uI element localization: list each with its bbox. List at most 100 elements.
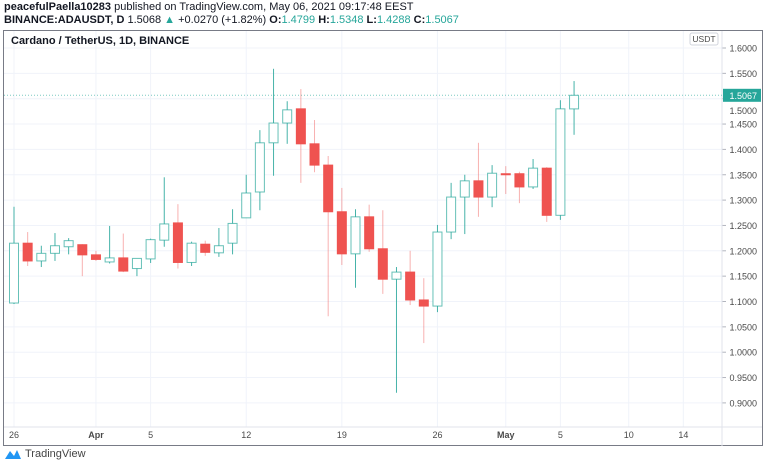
candle: [36, 245, 47, 268]
candle-body-down: [405, 271, 416, 301]
candle: [541, 167, 552, 222]
candle-body-up: [350, 216, 361, 255]
price-axis-label: 0.9500: [729, 373, 757, 383]
candle-body-up: [131, 257, 142, 270]
price-axis-label: 1.4000: [729, 145, 757, 155]
price-axis-label: 1.1500: [729, 272, 757, 282]
candle: [145, 238, 156, 263]
candle-body-up: [104, 257, 115, 263]
price-axis-label: 1.5000: [729, 106, 757, 116]
candle: [268, 68, 279, 176]
candle-body-up: [487, 172, 498, 198]
candle-body-down: [309, 143, 320, 166]
last-price-label: 1.5067: [729, 91, 757, 101]
candle: [49, 233, 60, 261]
candle: [9, 206, 19, 305]
candle-body-down: [473, 180, 484, 198]
price-axis-label: 1.5500: [729, 69, 757, 79]
candle-body-down: [77, 244, 88, 256]
candle-body-up: [254, 142, 265, 193]
candle-body-down: [90, 254, 101, 260]
price-axis-label: 1.1000: [729, 297, 757, 307]
price-axis-label: 1.0000: [729, 348, 757, 358]
candle-body-down: [172, 222, 183, 263]
candle: [186, 241, 197, 267]
candle: [77, 244, 88, 277]
candle: [118, 233, 129, 273]
candle-body-up: [49, 245, 60, 254]
publish-info: peacefulPaella10283 published on Trading…: [4, 1, 414, 13]
candle: [500, 166, 511, 195]
price-axis-label: 1.3500: [729, 170, 757, 180]
price-axis-label: 1.0500: [729, 322, 757, 332]
candle-body-up: [227, 222, 238, 244]
tradingview-logo-icon: [5, 450, 21, 459]
candle-body-up: [268, 122, 279, 144]
candle-body-up: [282, 109, 293, 124]
candle-body-up: [213, 245, 224, 254]
author-link[interactable]: peacefulPaella10283: [4, 1, 112, 13]
low-value: 1.4288: [376, 14, 411, 26]
candle-body-down: [377, 248, 388, 280]
up-triangle-icon: ▲: [164, 14, 176, 26]
open-label: O:: [269, 14, 282, 26]
candle: [487, 165, 498, 208]
candle-body-down: [22, 242, 33, 262]
chart-frame: [3, 30, 763, 446]
candle: [172, 204, 183, 269]
candle-body-down: [336, 211, 347, 255]
candle: [213, 227, 224, 257]
candle: [131, 257, 142, 277]
date-axis-label: Apr: [88, 430, 104, 440]
candle-body-down: [500, 173, 511, 176]
candle-body-up: [186, 242, 197, 263]
candle: [336, 187, 347, 265]
candle: [22, 232, 33, 267]
symbol-label: BINANCE:ADAUSDT, D: [4, 14, 125, 26]
price-axis-label: 1.2500: [729, 221, 757, 231]
candle-body-up: [446, 196, 457, 233]
price-axis-label: 1.2000: [729, 246, 757, 256]
date-axis-label: 26: [432, 430, 442, 440]
candle-body-up: [145, 239, 156, 260]
candle-body-up: [63, 240, 74, 248]
candle-body-down: [541, 167, 552, 216]
candle-body-up: [555, 108, 566, 216]
candle: [159, 177, 170, 247]
low-label: L:: [366, 14, 377, 26]
candle: [227, 209, 238, 255]
tradingview-logo[interactable]: TradingView: [4, 448, 86, 460]
date-axis-label: May: [497, 430, 515, 440]
tradingview-brand: TradingView: [25, 448, 86, 460]
price-axis-label: 1.6000: [729, 44, 757, 54]
candle: [282, 101, 293, 144]
high-value: 1.5348: [329, 14, 364, 26]
close-label: C:: [413, 14, 426, 26]
candle: [555, 100, 566, 220]
candle-body-up: [9, 242, 19, 304]
price-axis-label: 1.3000: [729, 196, 757, 206]
date-axis-label: 19: [337, 430, 347, 440]
price-change: +0.0270 (+1.82%): [178, 14, 267, 26]
chart-title: Cardano / TetherUS, 1D, BINANCE: [11, 35, 190, 47]
candle: [432, 224, 443, 313]
candle: [90, 250, 101, 261]
symbol-info: BINANCE:ADAUSDT, D 1.5068 ▲ +0.0270 (+1.…: [4, 14, 459, 26]
published-text: published on TradingView.com, May 06, 20…: [114, 1, 414, 13]
candle-body-down: [323, 164, 334, 213]
candle-body-down: [364, 216, 375, 250]
date-axis-label: 14: [678, 430, 688, 440]
candle: [323, 155, 334, 317]
candle-body-up: [459, 180, 470, 198]
close-value: 1.5067: [425, 14, 459, 26]
candle: [405, 250, 416, 306]
candle-body-down: [418, 299, 429, 307]
candle: [309, 119, 320, 173]
candle-body-down: [514, 173, 525, 188]
price-axis-label: 0.9000: [729, 398, 757, 408]
candle-body-up: [569, 94, 580, 110]
candle: [241, 174, 252, 219]
candle-body-up: [391, 271, 402, 280]
date-axis-label: 5: [558, 430, 563, 440]
